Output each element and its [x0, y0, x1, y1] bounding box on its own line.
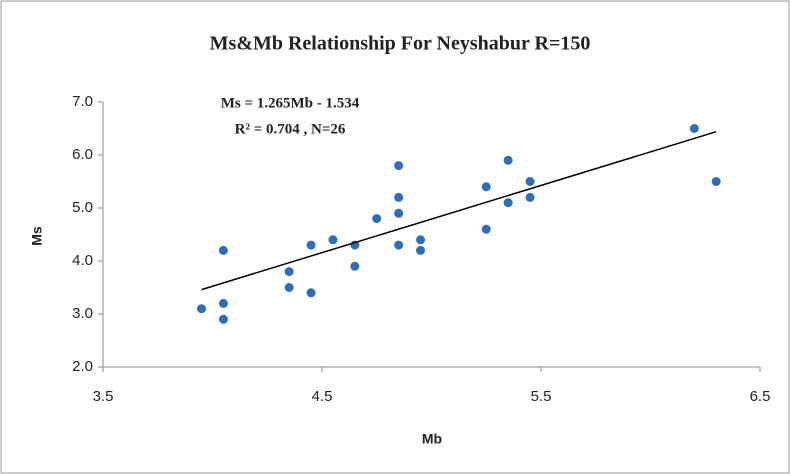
chart-title: Ms&Mb Relationship For Neyshabur R=150 — [210, 33, 591, 55]
trendline — [201, 130, 717, 291]
point — [689, 124, 699, 133]
point — [284, 267, 294, 277]
point — [503, 198, 513, 208]
y-tick-label: 3.0 — [72, 305, 93, 322]
point — [481, 224, 491, 234]
y-tick-label: 4.0 — [72, 252, 93, 269]
point — [525, 192, 535, 202]
x-axis-label: Mb — [422, 431, 442, 447]
y-tick-label: 2.0 — [72, 358, 93, 375]
y-tick-label: 5.0 — [72, 199, 93, 216]
point — [394, 208, 404, 218]
point — [284, 283, 294, 292]
x-tick-label: 6.5 — [750, 388, 771, 405]
x-tick-label: 4.5 — [312, 388, 333, 405]
point — [416, 235, 426, 245]
y-axis-label: Ms — [29, 226, 45, 246]
x-tick-label: 5.5 — [531, 388, 552, 405]
point — [711, 177, 721, 186]
point — [306, 288, 316, 298]
point — [306, 240, 316, 250]
point — [394, 192, 404, 202]
point — [218, 314, 228, 324]
point — [350, 261, 360, 271]
equation: Ms = 1.265Mb - 1.534 — [221, 95, 360, 111]
point — [525, 177, 535, 186]
point — [218, 298, 228, 308]
point — [503, 155, 513, 165]
point — [416, 245, 426, 255]
point — [218, 245, 228, 255]
point — [481, 182, 491, 192]
point — [328, 235, 338, 245]
point — [394, 161, 404, 171]
y-tick-label: 6.0 — [72, 146, 93, 163]
point — [372, 214, 382, 224]
point — [197, 304, 207, 314]
point — [394, 240, 404, 250]
r-squared: R² = 0.704 , N=26 — [235, 121, 346, 137]
x-tick-label: 3.5 — [93, 388, 114, 405]
y-tick-label: 7.0 — [72, 93, 93, 110]
